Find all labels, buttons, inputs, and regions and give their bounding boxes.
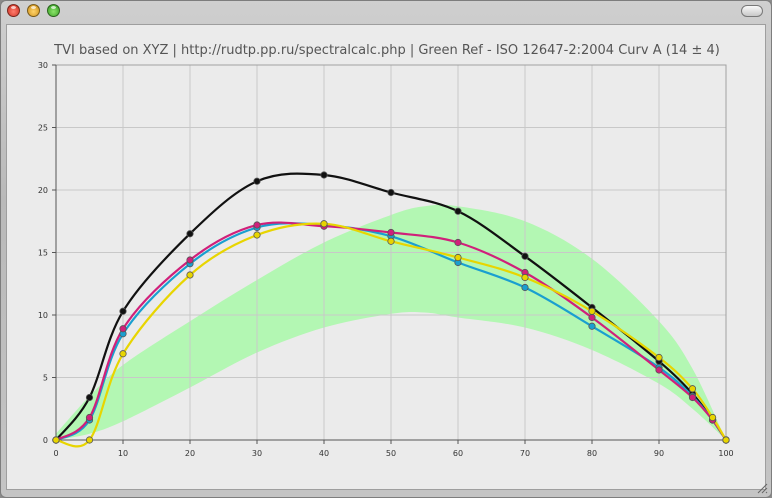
chart-panel: 0 10 20 30 40 50 60 70 80 90 100 0 5 10 15 20 25 30 TVI b… xyxy=(6,24,766,490)
data-point xyxy=(119,325,127,333)
data-point xyxy=(454,238,462,247)
data-point xyxy=(320,220,328,228)
y-tick-label: 20 xyxy=(38,186,48,195)
y-tick-label: 30 xyxy=(38,61,48,70)
data-point xyxy=(454,207,462,215)
chart-title: TVI based on XYZ | http://rudtp.pp.ru/sp… xyxy=(53,43,720,58)
data-point xyxy=(85,393,94,402)
data-point xyxy=(387,237,395,245)
data-point xyxy=(688,393,697,402)
data-point xyxy=(253,231,261,239)
title-bar xyxy=(1,1,771,23)
series-line-4 xyxy=(55,222,727,448)
tvi-chart: 0 10 20 30 40 50 60 70 80 90 100 0 5 10 15 20 25 30 TVI b… xyxy=(38,43,734,458)
x-tick-label: 90 xyxy=(654,449,664,458)
data-point xyxy=(253,177,261,185)
x-tick-label: 30 xyxy=(252,449,262,458)
x-tick-label: 100 xyxy=(718,449,733,458)
x-tick-label: 0 xyxy=(53,449,58,458)
data-point xyxy=(387,188,395,197)
x-tick-label: 70 xyxy=(520,449,530,458)
zoom-window-button[interactable] xyxy=(47,4,60,17)
data-point xyxy=(186,271,194,279)
y-tick-label: 0 xyxy=(43,436,48,445)
x-tick-label: 80 xyxy=(587,449,597,458)
data-point xyxy=(655,353,663,362)
x-tick-label: 40 xyxy=(319,449,329,458)
resize-grip-icon[interactable] xyxy=(756,482,768,494)
close-window-button[interactable] xyxy=(7,4,20,17)
data-point xyxy=(722,436,730,444)
y-tick-label: 25 xyxy=(38,124,48,133)
data-point xyxy=(521,252,529,260)
data-point xyxy=(655,366,663,374)
data-point xyxy=(52,436,60,444)
tolerance-band xyxy=(56,204,726,440)
data-point xyxy=(588,307,596,315)
series-line-1 xyxy=(55,172,727,441)
data-point xyxy=(85,436,94,444)
data-point xyxy=(253,221,261,229)
data-point xyxy=(186,256,194,264)
data-point xyxy=(119,350,127,358)
data-point xyxy=(454,253,462,262)
y-tick-label: 10 xyxy=(38,311,48,320)
minimize-window-button[interactable] xyxy=(27,4,40,17)
toolbar-toggle-button[interactable] xyxy=(741,5,763,17)
data-point xyxy=(387,228,395,237)
x-tick-label: 60 xyxy=(453,449,463,458)
y-tick-label: 15 xyxy=(38,249,48,258)
series-line-3 xyxy=(55,221,727,441)
data-point xyxy=(320,171,328,179)
x-tick-label: 10 xyxy=(118,449,128,458)
data-point xyxy=(85,413,94,422)
x-tick-label: 50 xyxy=(386,449,396,458)
data-point xyxy=(119,307,127,315)
data-point xyxy=(186,230,194,238)
data-point xyxy=(521,283,529,292)
x-tick-label: 20 xyxy=(185,449,195,458)
y-tick-label: 5 xyxy=(43,374,48,383)
data-point xyxy=(521,273,529,282)
data-point xyxy=(708,413,717,422)
data-point xyxy=(688,385,697,393)
data-point xyxy=(588,313,596,322)
data-point xyxy=(588,322,596,330)
